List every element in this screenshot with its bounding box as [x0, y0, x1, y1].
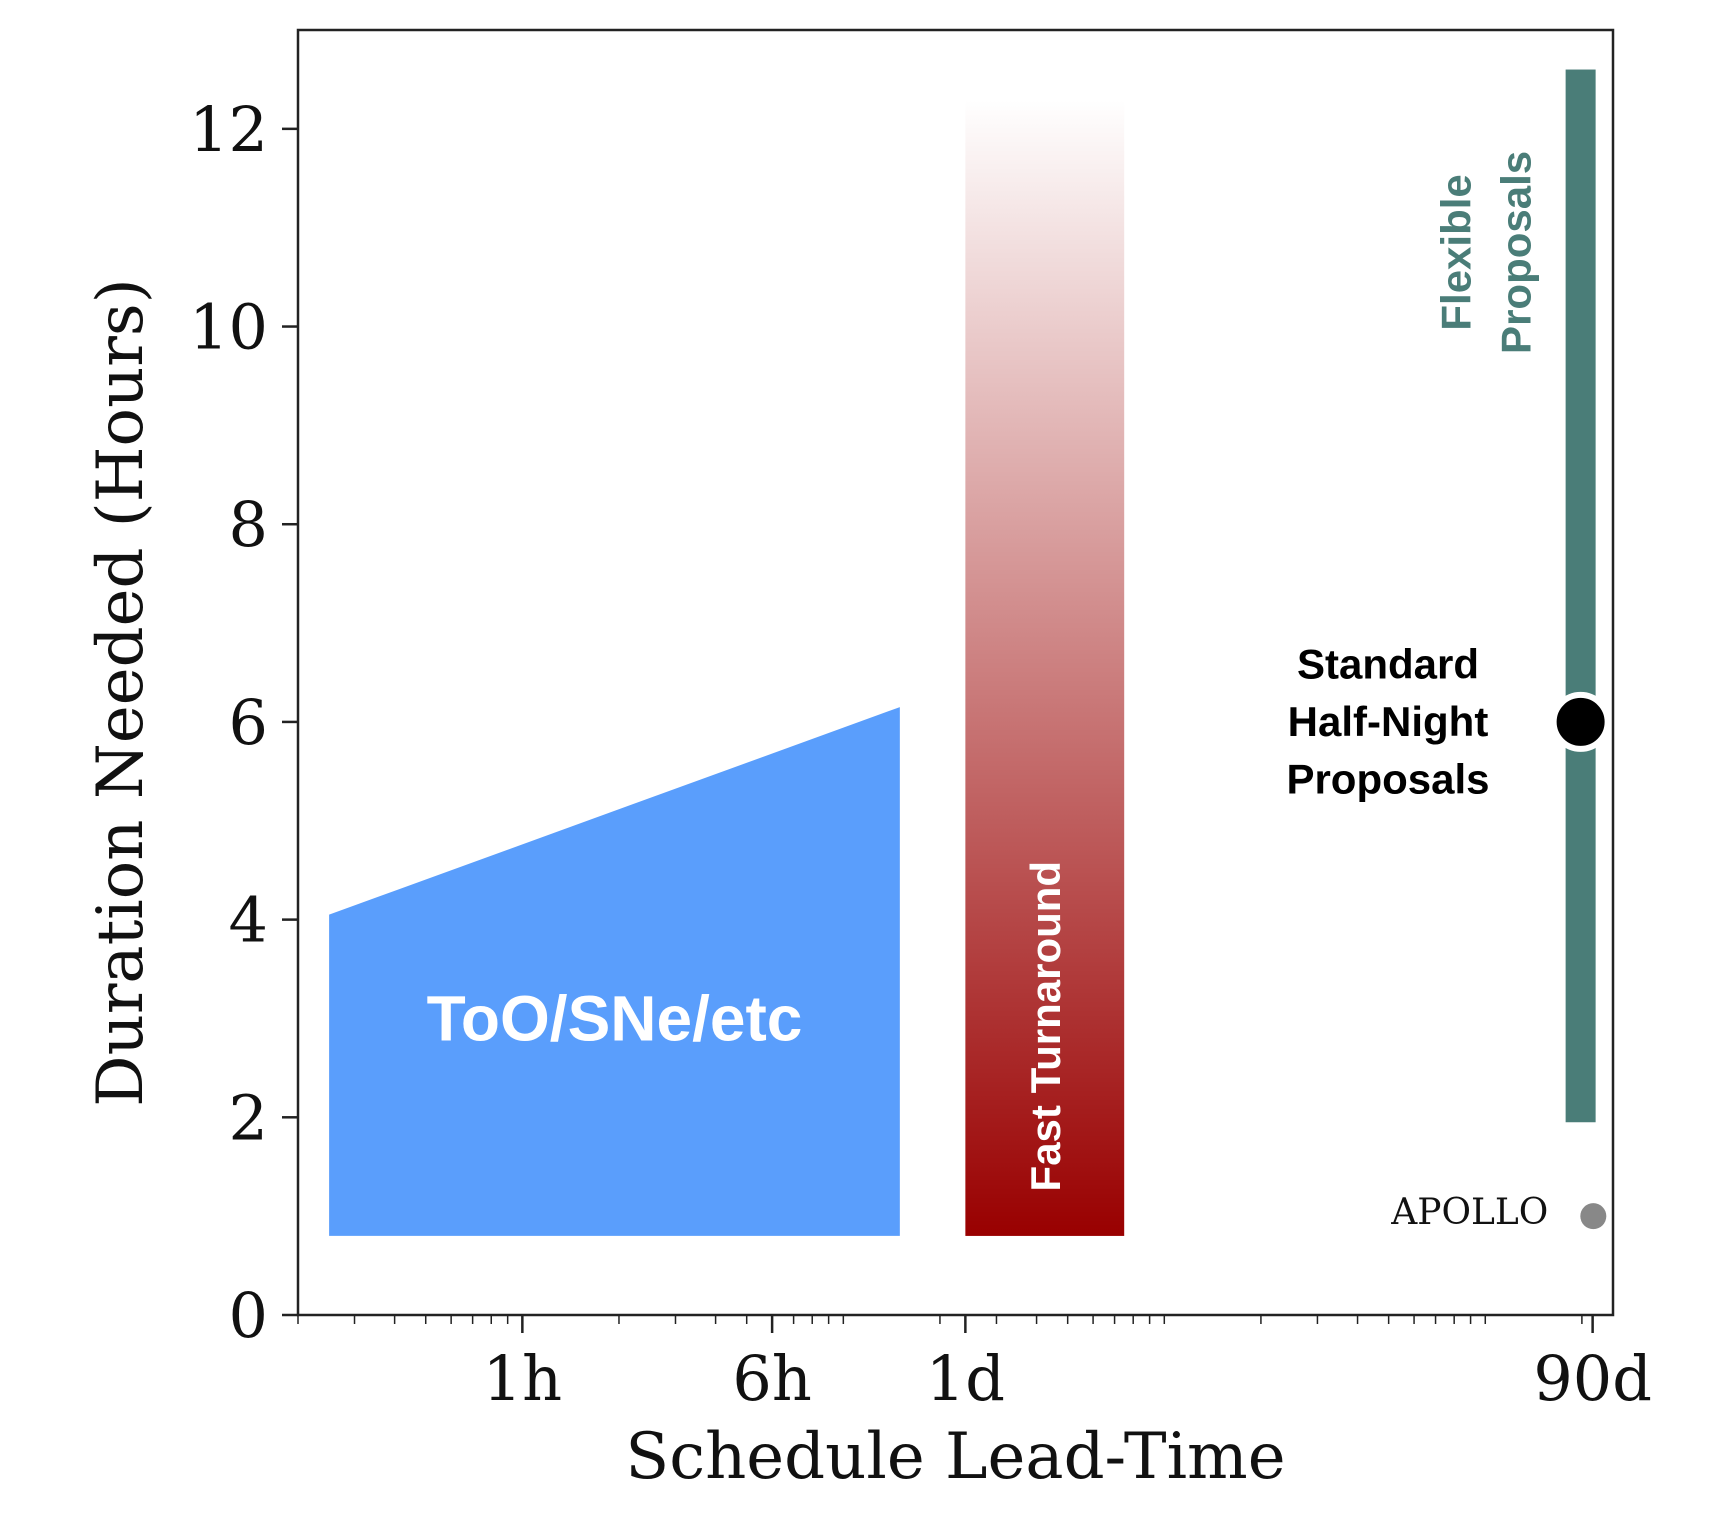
y-tick-label: 10	[189, 291, 268, 364]
apollo-point	[1580, 1203, 1607, 1230]
flexible-proposals-label: Flexible Proposals	[1433, 151, 1540, 354]
x-axis-title: Schedule Lead-Time	[625, 1420, 1285, 1494]
fast-turnaround-label: Fast Turnaround	[1022, 861, 1069, 1192]
y-tick-label: 8	[229, 488, 268, 561]
plot-frame	[296, 28, 1615, 1317]
apollo-label: APOLLO	[1390, 1192, 1548, 1233]
standard-label-line2: Half-Night	[1288, 698, 1489, 745]
standard-half-night-point	[1550, 691, 1611, 752]
x-tick-label: 1h	[483, 1342, 562, 1415]
too-label: ToO/SNe/etc	[427, 982, 803, 1054]
y-tick-label: 2	[229, 1081, 268, 1154]
y-tick-label: 0	[229, 1279, 268, 1352]
flexible-label-line2: Proposals	[1493, 151, 1540, 354]
x-tick-label: 6h	[732, 1342, 811, 1415]
standard-label-line3: Proposals	[1286, 755, 1489, 802]
standard-label-line1: Standard	[1297, 641, 1479, 688]
axis-ticks: 0 2 4 6 8 10 12 1h 6h 1d 90d	[189, 93, 1652, 1415]
flexible-label-line1: Flexible	[1433, 174, 1480, 330]
fast-turnaround-bar	[965, 99, 1125, 1236]
y-axis-title: Duration Needed (Hours)	[84, 278, 158, 1106]
standard-half-night-label: Standard Half-Night Proposals	[1286, 641, 1489, 803]
y-tick-label: 12	[189, 93, 268, 166]
y-tick-label: 4	[229, 884, 268, 957]
y-tick-label: 6	[229, 686, 268, 759]
flexible-proposals-bar	[1565, 69, 1596, 1123]
x-tick-label: 1d	[926, 1342, 1005, 1415]
x-tick-label: 90d	[1533, 1342, 1652, 1415]
too-region	[329, 707, 900, 1236]
